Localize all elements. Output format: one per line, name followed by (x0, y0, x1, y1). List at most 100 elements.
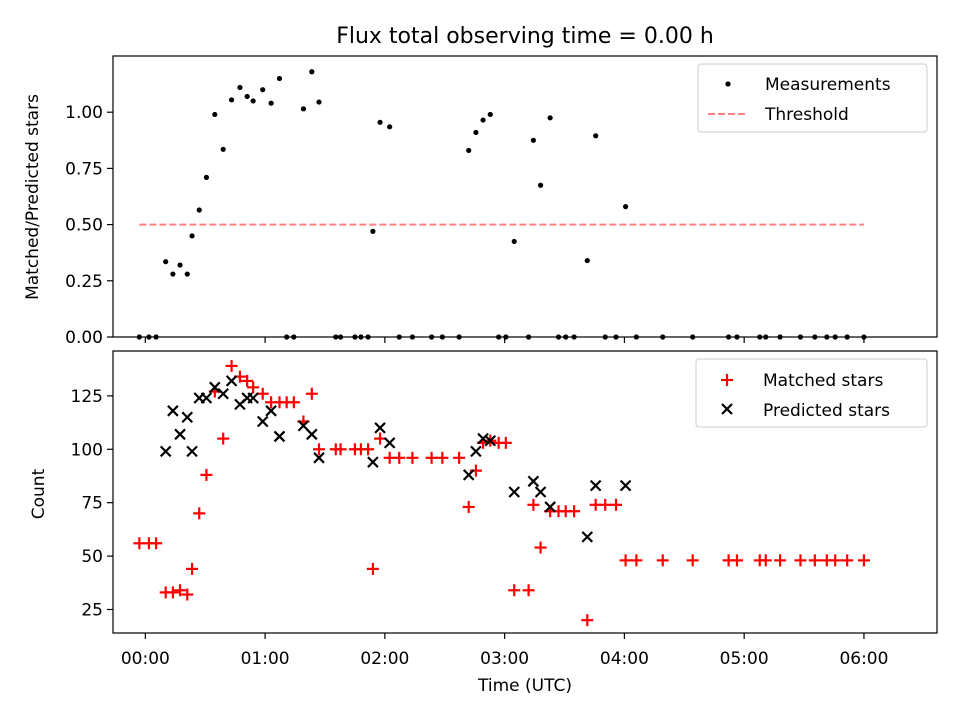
measurement-point (480, 117, 486, 123)
matched-star-point (499, 436, 512, 449)
count-y-tick-label: 125 (71, 387, 103, 407)
matched-star-point (794, 554, 807, 567)
matched-star-point (366, 562, 379, 575)
matched-star-point (436, 451, 449, 464)
matched-star-point (200, 468, 213, 481)
measurement-point (593, 133, 599, 139)
predicted-star-point (186, 445, 198, 458)
count-plot-area (133, 359, 870, 627)
count-y-tick-label: 50 (81, 547, 103, 567)
matched-star-point (581, 614, 594, 627)
ratio-legend-box (697, 63, 928, 133)
matched-star-point (857, 554, 870, 567)
x-tick-label: 02:00 (360, 649, 409, 669)
count-legend-box (695, 358, 928, 428)
matched-star-point (686, 554, 699, 567)
ratio-x-ticks (144, 337, 865, 343)
ratio-y-tick-label: 0.75 (65, 159, 103, 179)
matched-star-point (406, 451, 419, 464)
predicted-star-point (383, 437, 396, 449)
matched-star-point (174, 584, 187, 597)
threshold-legend-label: Threshold (764, 105, 849, 125)
predicted-star-point (225, 375, 238, 387)
matched-star-point (808, 554, 821, 567)
ratio-panel: 0.00 0.25 0.50 0.75 1.00 Matched/Predicted s… (23, 55, 938, 348)
measurement-point (184, 271, 190, 277)
predicted-star-point (508, 486, 520, 498)
measurement-point (370, 228, 376, 234)
predicted-star-point (367, 456, 379, 468)
predicted-star-point (581, 531, 594, 543)
matched-star-point (841, 554, 854, 567)
x-tick-label: 06:00 (839, 649, 888, 669)
predicted-legend-marker (721, 403, 733, 415)
count-y-tick-label: 25 (81, 601, 103, 621)
ratio-y-tick-label: 0.25 (65, 272, 103, 292)
measurement-point (189, 233, 195, 239)
measurement-point (244, 93, 250, 100)
predicted-star-point (159, 445, 172, 458)
predicted-star-point (167, 405, 179, 417)
ratio-legend: Measurements Threshold (697, 63, 928, 133)
matched-star-point (522, 584, 535, 597)
predicted-star-point (217, 387, 229, 400)
matched-star-point (287, 396, 300, 409)
matched-star-point (313, 443, 325, 456)
measurement-point (196, 207, 202, 213)
matched-star-point (759, 554, 772, 567)
matched-star-point (568, 505, 581, 518)
predicted-star-point (477, 432, 489, 445)
matched-star-point (774, 554, 787, 567)
predicted-star-point (256, 415, 269, 428)
matched-star-point (453, 451, 466, 464)
measurement-point (300, 106, 307, 112)
matched-star-point (508, 584, 521, 597)
x-axis-label: Time (UTC) (477, 676, 572, 696)
predicted-star-point (534, 486, 547, 498)
measurement-point (237, 84, 243, 91)
predicted-star-point (174, 428, 186, 441)
measurement-point (537, 182, 544, 188)
matched-star-point (829, 554, 842, 567)
matched-star-point (305, 387, 318, 400)
count-y-tick-label: 75 (81, 494, 103, 514)
predicted-star-point (181, 411, 194, 424)
matched-star-point (656, 554, 669, 567)
matched-star-point (610, 498, 623, 511)
x-tick-label: 05:00 (720, 649, 769, 669)
predicted-star-point (589, 479, 602, 492)
predicted-star-point (484, 434, 497, 447)
measurement-point (309, 69, 315, 75)
matched-star-point (393, 451, 406, 464)
measurement-point (584, 257, 590, 264)
matched-star-point (630, 554, 643, 567)
count-y-ticks: 25 50 75 100 125 (71, 387, 113, 621)
ratio-axes-frame (112, 55, 938, 338)
predicted-star-point (273, 430, 286, 443)
measurement-point (473, 129, 479, 136)
predicted-star-point (200, 392, 213, 404)
matched-star-point (534, 541, 547, 554)
matched-star-point (186, 562, 199, 575)
measurement-point (260, 87, 266, 93)
measurement-point (228, 97, 235, 103)
count-axes-frame (112, 350, 938, 634)
matched-star-point (166, 586, 179, 599)
measurement-point (250, 98, 256, 104)
predicted-star-point (462, 469, 475, 481)
count-y-tick-label: 100 (71, 440, 103, 460)
predicted-star-point (527, 475, 540, 488)
measurement-point (177, 262, 183, 268)
measurement-point (466, 147, 472, 154)
measurement-point (623, 204, 629, 210)
measurement-point (212, 111, 218, 118)
matched-star-point (193, 507, 206, 520)
measurement-point (511, 238, 517, 245)
measurements-legend-marker (725, 81, 731, 87)
matched-star-point (527, 498, 540, 511)
ratio-y-tick-label: 0.00 (65, 328, 103, 348)
ratio-y-ticks: 0.00 0.25 0.50 0.75 1.00 (65, 103, 113, 348)
predicted-star-point (619, 479, 632, 492)
measurement-point (547, 115, 553, 121)
